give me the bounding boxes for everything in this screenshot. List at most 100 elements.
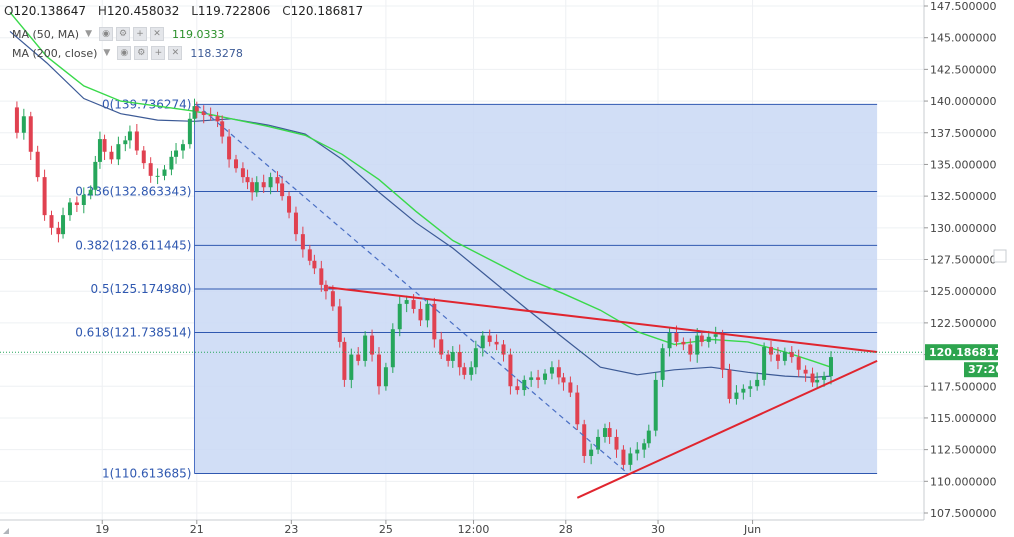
candle-body bbox=[667, 333, 672, 349]
resize-handle-icon[interactable] bbox=[3, 528, 9, 534]
candle-body bbox=[796, 357, 801, 370]
candle-body bbox=[582, 424, 587, 456]
candle-body bbox=[635, 449, 640, 454]
candle-body bbox=[536, 377, 541, 380]
last-price-tag bbox=[925, 344, 998, 361]
candle-body bbox=[628, 453, 633, 465]
chevron-down-icon[interactable]: ▼ bbox=[103, 48, 111, 58]
candle-body bbox=[674, 333, 679, 342]
candle-body bbox=[602, 428, 607, 437]
candle-body bbox=[194, 106, 199, 112]
ohlc-open: O120.138647 bbox=[4, 4, 86, 18]
candle-body bbox=[775, 354, 780, 361]
candle-body bbox=[14, 107, 19, 133]
axis-settings-icon[interactable] bbox=[993, 249, 1007, 263]
indicator-ma50-label[interactable]: MA (50, MA) bbox=[12, 27, 80, 41]
candle-body bbox=[828, 357, 833, 377]
trendline-descending-resistance bbox=[328, 286, 878, 354]
candle-body bbox=[307, 249, 312, 261]
ma200-line bbox=[9, 30, 832, 379]
time-axis[interactable]: 19 21 23 25 12:00 28 30 Jun bbox=[0, 519, 924, 537]
candle-body bbox=[220, 121, 225, 137]
chevron-down-icon[interactable]: ▼ bbox=[85, 29, 93, 39]
candle-body bbox=[187, 118, 192, 145]
fib-level-label: 0.236(132.863343) bbox=[75, 185, 191, 199]
add-icon[interactable]: + bbox=[151, 46, 166, 60]
candle-body bbox=[123, 140, 128, 145]
indicator-ma200-label[interactable]: MA (200, close) bbox=[12, 46, 98, 60]
candle-body bbox=[418, 308, 423, 321]
candle-body bbox=[596, 436, 601, 450]
candle-body bbox=[568, 382, 573, 393]
candle-body bbox=[376, 354, 381, 387]
eye-icon[interactable]: ◉ bbox=[99, 27, 114, 41]
candle-body bbox=[49, 215, 54, 228]
candle-body bbox=[116, 144, 121, 160]
candle-body bbox=[88, 189, 93, 195]
add-icon[interactable]: + bbox=[133, 27, 148, 41]
candle-body bbox=[180, 144, 185, 151]
candle-body bbox=[439, 339, 444, 355]
eye-icon[interactable]: ◉ bbox=[117, 46, 132, 60]
candle-body bbox=[383, 367, 388, 387]
price-tick-label: 132.500000 bbox=[930, 190, 996, 203]
time-tick-label: 30 bbox=[651, 523, 665, 536]
price-axis[interactable]: 147.500000 145.000000 142.500000 140.000000… bbox=[923, 0, 1014, 537]
close-icon[interactable]: ✕ bbox=[168, 46, 183, 60]
price-axis-bg bbox=[924, 0, 1014, 537]
candle-body bbox=[370, 335, 375, 355]
candle-body bbox=[208, 115, 213, 117]
candle-body bbox=[699, 335, 704, 342]
indicator-ma200[interactable]: MA (200, close) ▼ ◉ ⚙ + ✕ 118.3278 bbox=[12, 45, 243, 61]
candle-body bbox=[109, 151, 114, 160]
time-axis-bg bbox=[0, 520, 924, 537]
candle-body bbox=[61, 215, 66, 235]
candle-body bbox=[487, 335, 492, 342]
close-icon[interactable]: ✕ bbox=[150, 27, 165, 41]
price-tick-label: 127.500000 bbox=[930, 254, 996, 267]
candle-body bbox=[300, 234, 305, 250]
candle-body bbox=[621, 449, 626, 465]
price-tick-label: 115.000000 bbox=[930, 412, 996, 425]
candle-body bbox=[480, 335, 485, 349]
ma50-line bbox=[9, 11, 832, 368]
price-tick-label: 140.000000 bbox=[930, 95, 996, 108]
candle-body bbox=[642, 443, 647, 450]
trendlines[interactable] bbox=[0, 104, 924, 499]
candle-body bbox=[261, 182, 266, 188]
settings-icon[interactable]: ⚙ bbox=[116, 27, 131, 41]
candle-body bbox=[268, 177, 273, 188]
price-tick-label: 137.500000 bbox=[930, 127, 996, 140]
ohlc-high: H120.458032 bbox=[97, 4, 180, 18]
fibonacci-retracement[interactable]: 0(139.736274)0.236(132.863343)0.382(128.… bbox=[75, 97, 878, 481]
price-tick-label: 135.000000 bbox=[930, 158, 996, 171]
candle-body bbox=[681, 341, 686, 345]
candle-body bbox=[155, 175, 160, 177]
fib-level-label: 0.382(128.611445) bbox=[75, 238, 191, 252]
candle-body bbox=[607, 428, 612, 437]
time-tick-label: 28 bbox=[559, 523, 573, 536]
fib-level-label: 0.618(121.738514) bbox=[75, 326, 191, 340]
candle-body bbox=[706, 336, 711, 342]
candle-body bbox=[330, 291, 335, 307]
time-tick-label: 12:00 bbox=[458, 523, 490, 536]
price-tick-label: 110.000000 bbox=[930, 475, 996, 488]
candle-body bbox=[462, 367, 467, 375]
price-tick-label: 122.500000 bbox=[930, 317, 996, 330]
candle-body bbox=[457, 352, 462, 368]
candle-body bbox=[21, 116, 26, 133]
candle-body bbox=[404, 300, 409, 304]
candle-body bbox=[319, 268, 324, 285]
indicator-ma50[interactable]: MA (50, MA) ▼ ◉ ⚙ + ✕ 119.0333 bbox=[12, 26, 225, 42]
candle-body bbox=[614, 436, 619, 450]
candle-body bbox=[97, 139, 102, 162]
ohlc-close: C120.186817 bbox=[282, 4, 364, 18]
candle-body bbox=[660, 348, 665, 380]
indicator-ma200-value: 118.3278 bbox=[190, 46, 243, 60]
candle-body bbox=[67, 202, 72, 216]
candle-body bbox=[312, 260, 317, 269]
time-tick-label: 21 bbox=[190, 523, 204, 536]
settings-icon[interactable]: ⚙ bbox=[134, 46, 149, 60]
